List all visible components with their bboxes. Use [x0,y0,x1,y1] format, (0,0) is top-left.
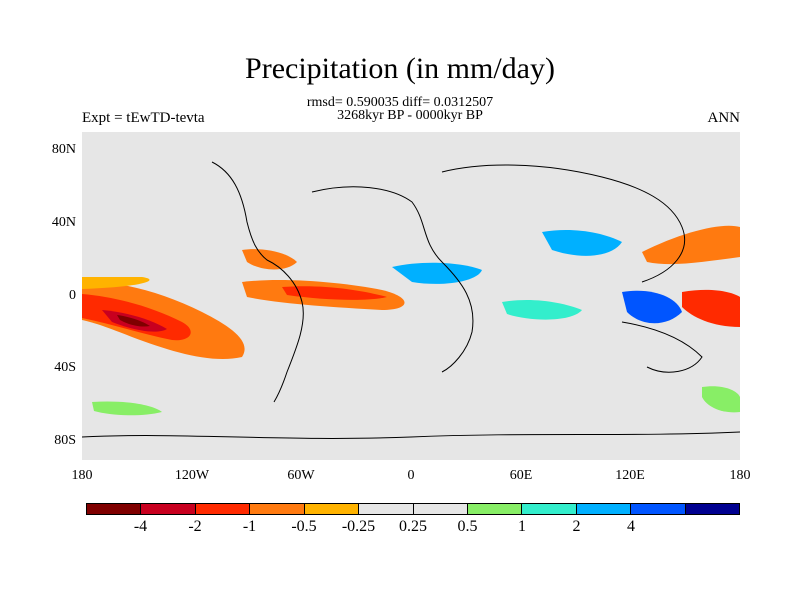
page-title: Precipitation (in mm/day) [245,52,555,85]
lat-tick-80s: 80S [54,433,76,448]
season-label: ANN [707,110,741,126]
colorbar-box [467,504,523,514]
colorbar-box [250,504,305,514]
colorbar-label: 0.5 [457,518,478,535]
colorbar-box [522,504,577,514]
colorbar-box [631,504,686,514]
lon-tick-120e: 120E [615,468,645,483]
colorbar-label: -2 [188,518,202,535]
colorbar-box [195,504,251,514]
colorbar-box [304,504,360,514]
colorbar-label: -1 [242,518,257,535]
lat-tick-40n: 40N [51,215,76,230]
lon-tick-60w: 60W [287,468,315,483]
colorbar-label: -4 [133,518,148,535]
colorbar-box [141,504,196,514]
colorbar-box [87,504,142,514]
stats-line-period: 3268kyr BP - 0000kyr BP [337,108,483,123]
stats-line-rmsd: rmsd= 0.590035 diff= 0.0312507 [306,95,494,110]
lon-tick-120w: 120W [174,468,210,483]
lat-tick-80n: 80N [51,142,76,157]
lon-tick-60e: 60E [509,468,533,483]
colorbar-label: 4 [627,518,635,535]
stats-text: rmsd= 0.590035 diff= 0.0312507 3268kyr B… [0,95,800,123]
colorbar-box [413,504,468,514]
colorbar-box [685,504,740,514]
lon-tick-180e: 180 [729,468,751,483]
colorbar [86,503,740,515]
colorbar-label: 0.25 [399,518,427,535]
colorbar-label: 1 [518,518,526,535]
lat-tick-0: 0 [69,288,76,303]
colorbar-box [576,504,632,514]
colorbar-label: 2 [572,518,581,535]
colorbar-box [359,504,414,514]
lon-tick-180w: 180 [71,468,93,483]
coastlines [82,161,740,439]
colorbar-label: -0.5 [291,518,317,535]
experiment-label: Expt = tEwTD-tevta [82,110,205,126]
precipitation-map [82,132,740,460]
lat-tick-40s: 40S [54,360,76,375]
lon-tick-0: 0 [407,468,415,483]
anomaly-fields [82,225,740,416]
colorbar-label: -0.25 [341,518,376,535]
